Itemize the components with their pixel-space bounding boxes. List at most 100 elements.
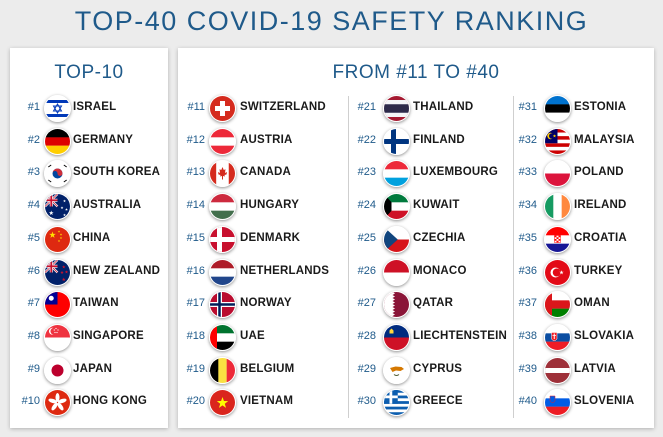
country-name: IRELAND — [574, 199, 627, 211]
rank-row: #15 DENMARK — [0, 226, 663, 253]
new-zealand-flag-icon — [44, 259, 71, 286]
malaysia-flag-icon — [544, 128, 571, 155]
column-divider — [348, 96, 349, 418]
turkey-flag-icon — [544, 259, 571, 286]
hungary-flag-icon — [209, 193, 236, 220]
rank-row: #5 CHINA — [0, 226, 663, 253]
country-name: MONACO — [413, 265, 467, 277]
page-title: TOP-40 COVID-19 SAFETY RANKING — [74, 6, 589, 36]
rank-number: #40 — [518, 395, 537, 407]
rank-row: #17 NORWAY — [0, 291, 663, 318]
country-name: TURKEY — [574, 265, 623, 277]
rank-number: #36 — [518, 265, 537, 277]
country-name: ESTONIA — [574, 101, 627, 113]
rank-number: #14 — [186, 199, 205, 211]
rank-row: #10 HONG KONG — [0, 389, 663, 416]
column-divider — [513, 96, 514, 418]
czechia-flag-icon — [383, 226, 410, 253]
rank-number: #18 — [186, 330, 205, 342]
rank-number: #39 — [518, 363, 537, 375]
poland-flag-icon — [544, 160, 571, 187]
country-name: NEW ZEALAND — [73, 265, 161, 277]
rank-row: #7 TAIWAN — [0, 291, 663, 318]
country-name: NORWAY — [240, 297, 292, 309]
israel-flag-icon — [44, 95, 71, 122]
country-name: THAILAND — [413, 101, 474, 113]
rank-number: #9 — [27, 363, 40, 375]
rank-row: #12 AUSTRIA — [0, 128, 663, 155]
rank-number: #11 — [187, 101, 205, 113]
country-name: BELGIUM — [240, 363, 295, 375]
rank-number: #32 — [518, 134, 537, 146]
canada-flag-icon — [209, 160, 236, 187]
rank-number: #3 — [27, 166, 40, 178]
denmark-flag-icon — [209, 226, 236, 253]
rank-number: #31 — [518, 101, 537, 113]
rank-row: #8 SINGAPORE — [0, 324, 663, 351]
country-name: SLOVAKIA — [574, 330, 635, 342]
austria-flag-icon — [209, 128, 236, 155]
rank-row: #35 CROATIA — [0, 226, 663, 253]
vietnam-flag-icon — [209, 389, 236, 416]
country-name: SINGAPORE — [73, 330, 144, 342]
rank-number: #17 — [186, 297, 205, 309]
rank-number: #5 — [27, 232, 40, 244]
japan-flag-icon — [44, 357, 71, 384]
netherlands-flag-icon — [209, 259, 236, 286]
rank-number: #30 — [357, 395, 376, 407]
country-name: UAE — [240, 330, 265, 342]
rank-number: #29 — [357, 363, 376, 375]
rank-number: #16 — [186, 265, 205, 277]
country-name: GERMANY — [73, 134, 134, 146]
qatar-flag-icon — [383, 291, 410, 318]
hong-kong-flag-icon — [44, 389, 71, 416]
rank-number: #25 — [357, 232, 376, 244]
rank-row: #37 OMAN — [0, 291, 663, 318]
thailand-flag-icon — [383, 95, 410, 122]
rank-number: #38 — [518, 330, 537, 342]
rank-number: #24 — [357, 199, 376, 211]
monaco-flag-icon — [383, 259, 410, 286]
rank-row: #20 VIETNAM — [0, 389, 663, 416]
finland-flag-icon — [383, 128, 410, 155]
china-flag-icon — [44, 226, 71, 253]
rank-row: #23 LUXEMBOURG — [0, 160, 663, 187]
rank-number: #7 — [27, 297, 40, 309]
country-name: GREECE — [413, 395, 463, 407]
rank-number: #2 — [27, 134, 40, 146]
rank-row: #3 SOUTH KOREA — [0, 160, 663, 187]
country-name: CROATIA — [574, 232, 627, 244]
country-name: TAIWAN — [73, 297, 119, 309]
switzerland-flag-icon — [209, 95, 236, 122]
rank-number: #22 — [357, 134, 376, 146]
australia-flag-icon — [44, 193, 71, 220]
rank-row: #11 SWITZERLAND — [0, 95, 663, 122]
rank-row: #38 SLOVAKIA — [0, 324, 663, 351]
rank-number: #27 — [357, 297, 376, 309]
rank-row: #14 HUNGARY — [0, 193, 663, 220]
rank-row: #27 QATAR — [0, 291, 663, 318]
rank-row: #21 THAILAND — [0, 95, 663, 122]
rank-row: #18 UAE — [0, 324, 663, 351]
luxembourg-flag-icon — [383, 160, 410, 187]
rank-number: #12 — [186, 134, 205, 146]
rank-row: #40 SLOVENIA — [0, 389, 663, 416]
rank-row: #33 POLAND — [0, 160, 663, 187]
country-name: LIECHTENSTEIN — [413, 330, 507, 342]
rank-number: #37 — [518, 297, 537, 309]
rank-number: #28 — [357, 330, 376, 342]
uae-flag-icon — [209, 324, 236, 351]
rank-row: #34 IRELAND — [0, 193, 663, 220]
rank-number: #19 — [186, 363, 205, 375]
country-name: AUSTRIA — [240, 134, 293, 146]
rank-number: #20 — [186, 395, 205, 407]
kuwait-flag-icon — [383, 193, 410, 220]
slovakia-flag-icon — [544, 324, 571, 351]
country-name: LUXEMBOURG — [413, 166, 499, 178]
rank-number: #1 — [27, 101, 40, 113]
rank-number: #35 — [518, 232, 537, 244]
ireland-flag-icon — [544, 193, 571, 220]
rank-number: #33 — [518, 166, 537, 178]
greece-flag-icon — [383, 389, 410, 416]
rank-row: #1 ISRAEL — [0, 95, 663, 122]
